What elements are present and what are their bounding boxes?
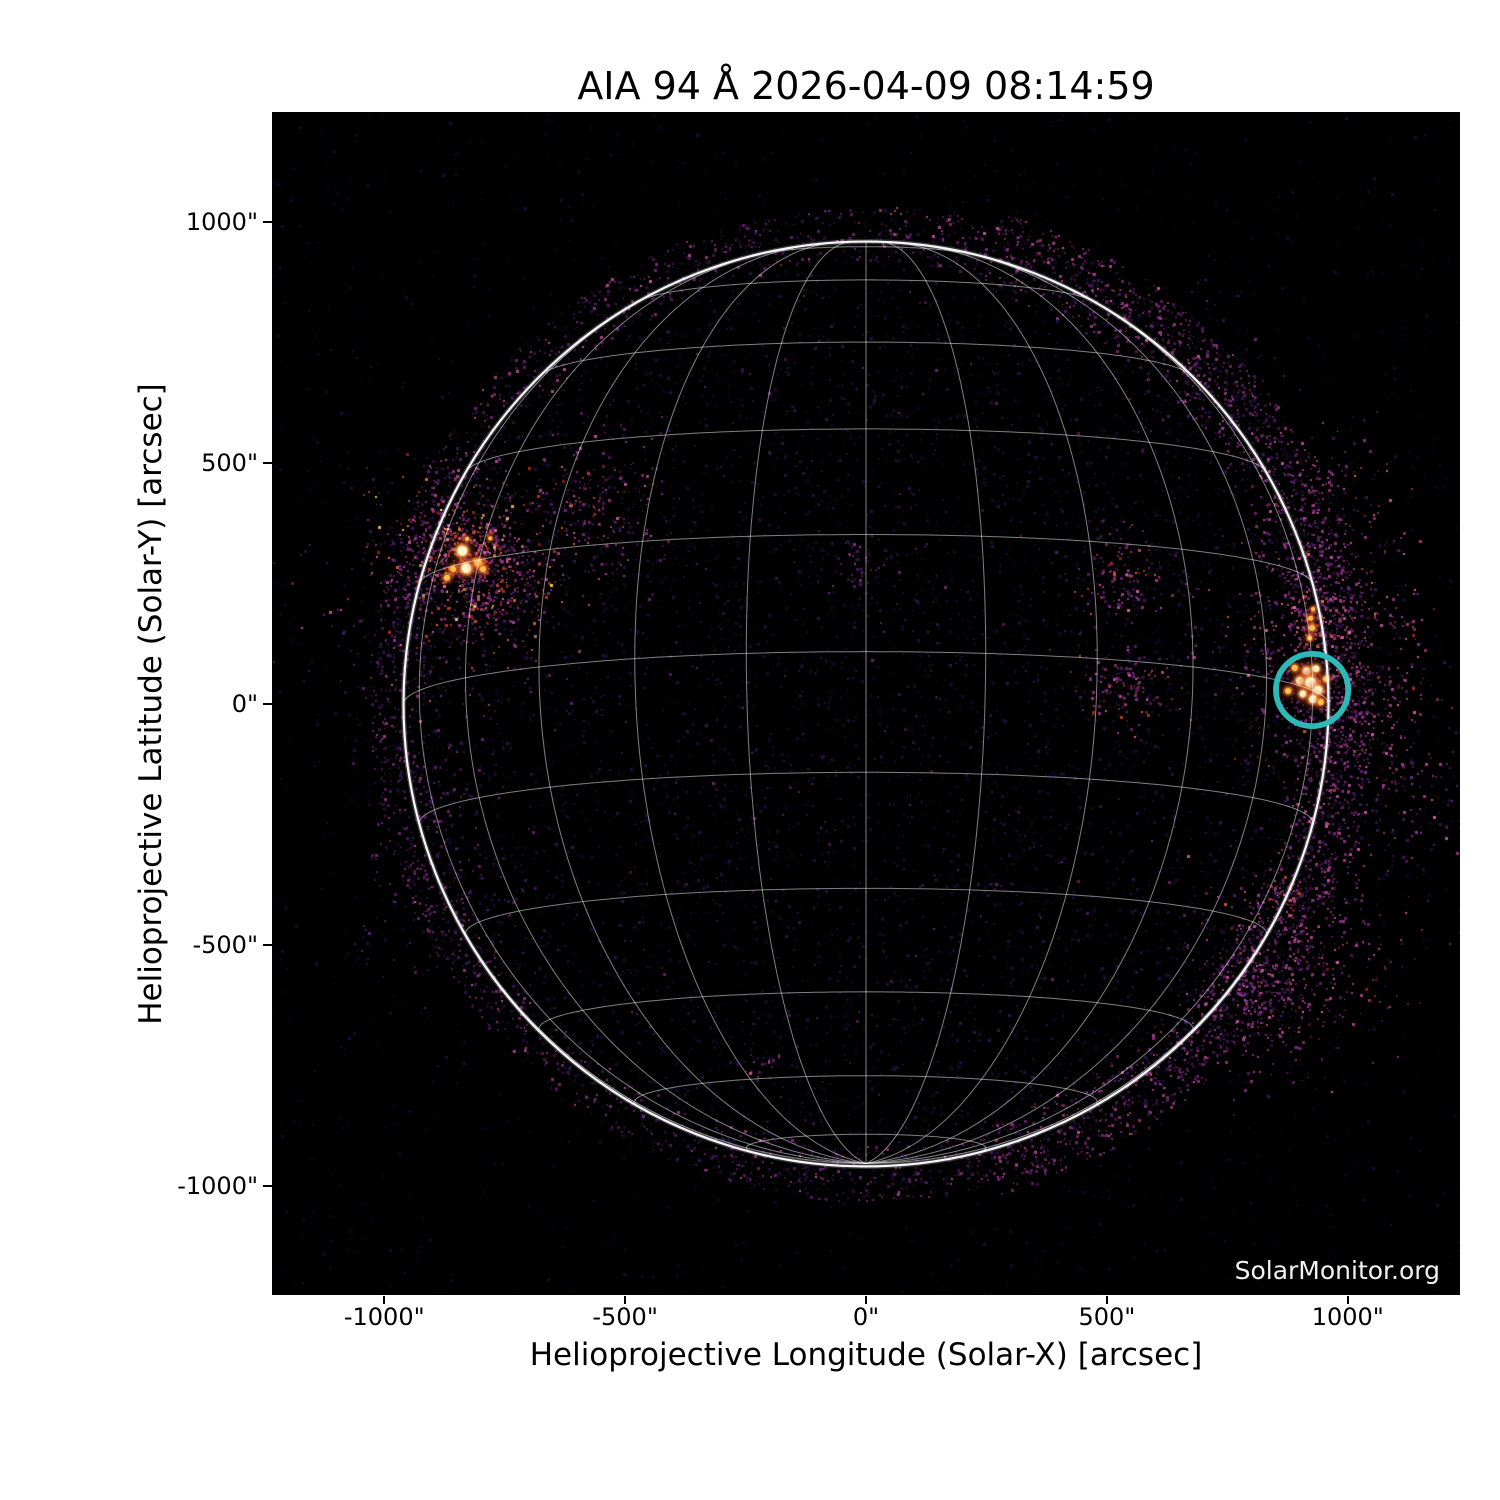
grid-parallel bbox=[634, 1075, 1098, 1108]
grid-parallel bbox=[538, 991, 1194, 1034]
y-tick-mark bbox=[263, 462, 272, 465]
y-tick-label: 1000" bbox=[185, 208, 258, 237]
x-tick-label: -500" bbox=[592, 1303, 658, 1331]
y-tick-mark bbox=[263, 943, 272, 946]
grid-parallel bbox=[541, 341, 1191, 375]
solar-disk-plot: SolarMonitor.org bbox=[272, 112, 1460, 1295]
x-axis-label: Helioprojective Longitude (Solar-X) [arc… bbox=[529, 1337, 1203, 1373]
y-tick-label: -1000" bbox=[177, 1171, 258, 1200]
grid-meridian bbox=[865, 250, 1268, 1164]
grid-meridian bbox=[403, 715, 867, 1164]
grid-meridian bbox=[745, 241, 867, 1164]
grid-parallel bbox=[466, 428, 1266, 472]
flare-annotation-circle bbox=[1273, 650, 1352, 730]
page-title: AIA 94 Å 2026-04-09 08:14:59 bbox=[577, 64, 1155, 108]
grid-parallel bbox=[757, 246, 975, 255]
grid-parallel bbox=[745, 1133, 987, 1154]
grid-meridian bbox=[865, 278, 1314, 1164]
solar-limb bbox=[402, 240, 1330, 1168]
grid-meridian bbox=[464, 250, 867, 1164]
x-tick-label: 500" bbox=[1078, 1303, 1136, 1331]
x-tick-mark bbox=[383, 1296, 386, 1304]
x-tick-label: -1000" bbox=[343, 1303, 425, 1331]
AR-limb-streak bbox=[1304, 604, 1319, 644]
AR-northeast-cluster bbox=[440, 534, 495, 585]
y-tick-label: 500" bbox=[201, 449, 258, 478]
active-regions bbox=[440, 534, 1333, 709]
grid-parallel bbox=[464, 887, 1268, 937]
y-tick-mark bbox=[263, 702, 272, 705]
x-tick-mark bbox=[1105, 1296, 1108, 1304]
grid-meridian bbox=[865, 242, 1098, 1164]
grid-meridian bbox=[865, 715, 1329, 1164]
y-axis-label: Helioprojective Latitude (Solar-Y) [arcs… bbox=[133, 383, 169, 1025]
watermark: SolarMonitor.org bbox=[1234, 1256, 1440, 1285]
y-tick-mark bbox=[263, 1184, 272, 1187]
y-tick-label: 0" bbox=[231, 689, 258, 718]
x-tick-mark bbox=[624, 1296, 627, 1304]
grid-meridian bbox=[538, 245, 867, 1164]
y-tick-label: -500" bbox=[192, 930, 258, 959]
grid-meridian bbox=[418, 278, 867, 1164]
x-tick-mark bbox=[1346, 1296, 1349, 1304]
y-tick-mark bbox=[263, 221, 272, 224]
x-tick-label: 0" bbox=[852, 1303, 880, 1331]
x-tick-label: 1000" bbox=[1311, 1303, 1384, 1331]
grid-meridian bbox=[634, 242, 867, 1164]
grid-parallel bbox=[639, 279, 1093, 302]
grid-parallel bbox=[418, 771, 1314, 825]
grid-meridian bbox=[865, 245, 1194, 1164]
x-tick-mark bbox=[865, 1296, 867, 1304]
grid-parallel bbox=[419, 534, 1313, 583]
heliographic-grid bbox=[403, 241, 1329, 1164]
grid-parallel bbox=[403, 651, 1329, 703]
grid-meridian bbox=[865, 241, 987, 1164]
heliographic-grid-overlay bbox=[401, 239, 1352, 1169]
